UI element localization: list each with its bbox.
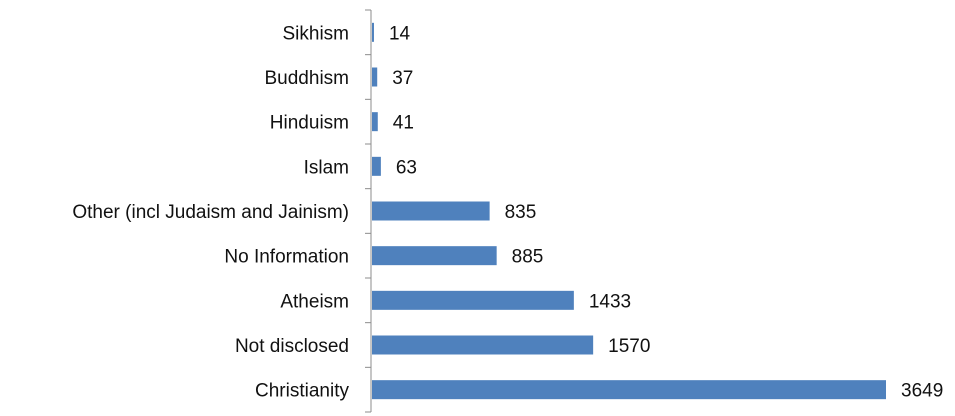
value-label: 14 — [389, 23, 411, 44]
value-label: 1433 — [589, 291, 631, 312]
category-label: Atheism — [280, 291, 349, 312]
bar-christianity — [372, 380, 886, 400]
value-label: 885 — [512, 247, 544, 268]
category-label: Hinduism — [270, 113, 349, 134]
bar-hinduism — [372, 112, 378, 132]
category-labels: Sikhism Buddhism Hinduism Islam Other (incl … — [72, 23, 349, 401]
value-label: 1570 — [608, 336, 650, 357]
value-labels: 14 37 41 63 835 885 1433 1570 3649 — [389, 23, 943, 401]
y-axis-ticks — [365, 9, 371, 413]
category-label: Sikhism — [282, 23, 349, 44]
value-label: 3649 — [901, 381, 943, 402]
category-label: Not disclosed — [235, 336, 349, 357]
category-label: No Information — [224, 247, 349, 268]
bar-islam — [372, 156, 381, 176]
category-label: Buddhism — [265, 68, 350, 89]
value-label: 41 — [393, 113, 414, 134]
category-label: Christianity — [255, 381, 349, 402]
bar-no-information — [372, 246, 497, 266]
bar-not-disclosed — [372, 335, 594, 355]
bar-buddhism — [372, 67, 378, 87]
bars — [372, 22, 886, 400]
category-label: Other (incl Judaism and Jainism) — [72, 202, 349, 223]
value-label: 37 — [392, 68, 413, 89]
bar-other-incl-judaism-and-jainism — [372, 201, 490, 221]
value-label: 63 — [396, 157, 417, 178]
bar-atheism — [372, 290, 574, 310]
value-label: 835 — [505, 202, 537, 223]
category-label: Islam — [304, 157, 349, 178]
bar-sikhism — [372, 22, 374, 42]
